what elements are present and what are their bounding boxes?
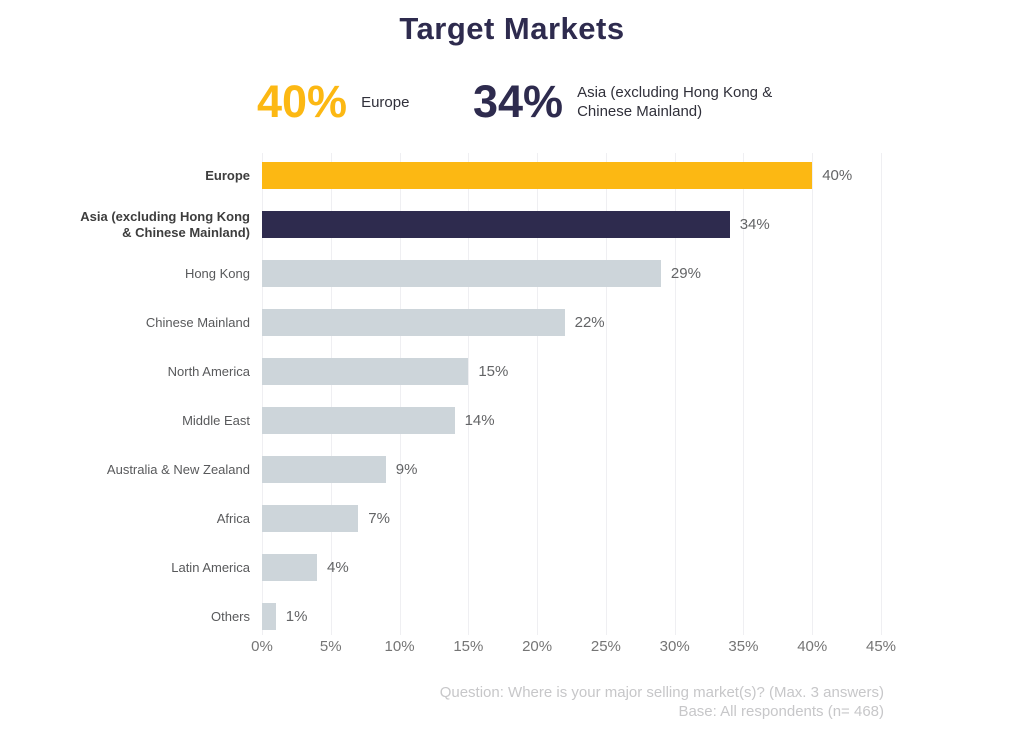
- bar-cell: 40%: [262, 151, 881, 200]
- bar-cell: 9%: [262, 445, 881, 494]
- x-axis-tick: 45%: [865, 638, 897, 655]
- gridline: [468, 153, 470, 635]
- category-label: Latin America: [171, 559, 250, 575]
- stat-asia-label: Asia (excluding Hong Kong & Chinese Main…: [577, 84, 773, 120]
- bar-row: Europe 40%: [0, 151, 900, 200]
- bar-cell: 4%: [262, 543, 881, 592]
- bar-cell: 7%: [262, 494, 881, 543]
- stat-europe-label: Europe: [361, 93, 410, 111]
- bar-row: Chinese Mainland 22%: [0, 298, 900, 347]
- x-axis-tick: 5%: [319, 638, 342, 655]
- gridline: [262, 153, 263, 635]
- category-label: Chinese Mainland: [145, 314, 250, 330]
- bar-cell: 1%: [262, 592, 881, 641]
- x-axis-tick: 20%: [522, 638, 553, 655]
- bar-value-label: 1%: [285, 608, 308, 625]
- category-label: Australia & New Zealand: [106, 461, 250, 477]
- stat-asia-value: 34%: [473, 76, 564, 127]
- bar-row: Middle East 14%: [0, 396, 900, 445]
- gridline: [537, 153, 539, 635]
- stat-asia: 34% Asia (excluding Hong Kong & Chinese …: [473, 76, 772, 128]
- category-label: Europe: [205, 167, 250, 183]
- bar-row: Others 1%: [0, 592, 900, 641]
- bar-cell: 22%: [262, 298, 881, 347]
- x-axis-tick: 0%: [251, 638, 273, 655]
- gridline: [743, 153, 745, 635]
- x-axis-tick: 25%: [590, 638, 621, 655]
- stat-europe: 40% Europe: [257, 76, 409, 128]
- bar: [262, 260, 661, 287]
- x-axis-tick: 15%: [453, 638, 484, 655]
- bar-value-label: 4%: [327, 559, 349, 576]
- category-label: North America: [167, 363, 250, 379]
- chart-footnote: Question: Where is your major selling ma…: [440, 684, 884, 721]
- bar-value-label: 40%: [822, 167, 853, 184]
- bar: [262, 211, 730, 238]
- category-label: Hong Kong: [184, 265, 250, 281]
- bar-chart: Europe 40% Asia (excluding Hong Kong & Chi…: [0, 151, 900, 655]
- chart-gridlines: [262, 153, 882, 635]
- bar-value-label: 7%: [368, 510, 390, 527]
- stat-europe-value: 40%: [257, 76, 348, 127]
- footnote-question: Question: Where is your major selling ma…: [439, 684, 884, 701]
- x-axis: 0% 5% 10% 15% 20% 25% 30% 35% 40% 45%: [251, 638, 896, 658]
- bar-row: Hong Kong 29%: [0, 249, 900, 298]
- gridline: [399, 153, 401, 635]
- bar: [262, 505, 359, 532]
- category-label: Africa: [216, 510, 250, 526]
- bar-cell: 14%: [262, 396, 881, 445]
- bar: [262, 358, 469, 385]
- gridline: [605, 153, 607, 635]
- bar-value-label: 29%: [670, 265, 701, 282]
- chart-rows: Europe 40% Asia (excluding Hong Kong & Chi…: [0, 151, 900, 641]
- bar-row: Australia & New Zealand 9%: [0, 445, 900, 494]
- bar: [262, 162, 813, 189]
- gridline: [674, 153, 676, 635]
- page-title: Target Markets: [399, 11, 625, 46]
- bar: [262, 554, 318, 581]
- x-axis-tick: 10%: [384, 638, 415, 655]
- bar-row: Latin America 4%: [0, 543, 900, 592]
- bar-value-label: 9%: [395, 461, 418, 478]
- bar-value-label: 15%: [478, 363, 509, 380]
- bar-row: North America 15%: [0, 347, 900, 396]
- bar-cell: 15%: [262, 347, 881, 396]
- bar-row: Africa 7%: [0, 494, 900, 543]
- x-axis-tick: 30%: [659, 638, 690, 655]
- gridline: [330, 153, 332, 635]
- bar: [262, 456, 386, 483]
- bar: [262, 309, 565, 336]
- bar-value-label: 22%: [574, 314, 605, 331]
- gridline: [812, 153, 814, 635]
- footnote-base: Base: All respondents (n= 468): [678, 702, 884, 720]
- bar: [262, 603, 276, 630]
- bar: [262, 407, 455, 434]
- bar-value-label: 34%: [739, 216, 770, 233]
- category-label: Asia (excluding Hong Kong & Chinese Main…: [80, 208, 250, 240]
- category-label: Middle East: [182, 412, 250, 428]
- bar-cell: 34%: [262, 200, 881, 249]
- x-axis-tick: 40%: [797, 638, 828, 655]
- bar-row: Asia (excluding Hong Kong & Chinese Main…: [0, 200, 900, 249]
- gridline: [881, 153, 882, 635]
- x-axis-tick: 35%: [728, 638, 759, 655]
- bar-value-label: 14%: [464, 412, 495, 429]
- category-label: Others: [210, 608, 250, 624]
- bar-cell: 29%: [262, 249, 881, 298]
